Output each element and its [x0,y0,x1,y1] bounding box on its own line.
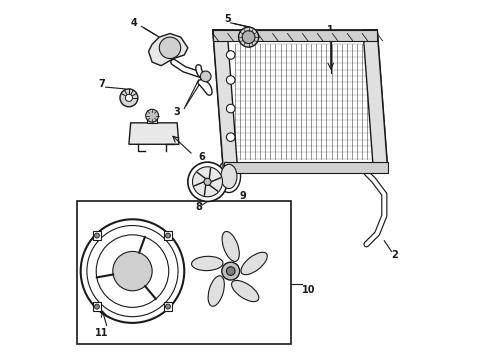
Text: 1: 1 [327,25,334,35]
Circle shape [146,109,159,122]
Text: 11: 11 [96,328,109,338]
Circle shape [193,167,222,197]
Circle shape [226,76,235,84]
Circle shape [226,51,235,59]
Circle shape [226,133,235,141]
Ellipse shape [221,164,237,189]
Text: 10: 10 [302,285,316,295]
Text: 8: 8 [195,202,202,212]
Circle shape [222,262,240,280]
Polygon shape [148,33,188,66]
Circle shape [242,31,255,44]
Circle shape [188,162,227,202]
Text: 4: 4 [131,18,138,28]
Ellipse shape [208,276,224,306]
Circle shape [113,251,152,291]
Circle shape [226,104,235,113]
Bar [147,116,157,123]
Text: 7: 7 [99,78,105,89]
Ellipse shape [241,252,268,275]
Circle shape [200,71,211,82]
Ellipse shape [222,231,239,261]
Text: 3: 3 [174,107,180,117]
Polygon shape [129,123,179,144]
Ellipse shape [192,256,223,271]
Ellipse shape [159,37,181,59]
Bar [77,202,292,344]
Polygon shape [213,30,238,173]
Circle shape [125,94,132,102]
Circle shape [166,233,171,238]
Polygon shape [213,30,377,41]
Polygon shape [363,30,388,173]
Circle shape [96,235,169,307]
Text: 9: 9 [240,191,246,201]
Bar [93,231,101,240]
Circle shape [120,89,138,107]
Text: 6: 6 [198,152,205,162]
Circle shape [239,27,259,47]
Ellipse shape [218,160,241,193]
Bar [164,302,172,311]
Circle shape [226,267,235,275]
Circle shape [81,219,184,323]
Polygon shape [213,30,388,173]
Ellipse shape [232,280,259,302]
Bar [164,231,172,240]
Text: 5: 5 [224,14,230,24]
Circle shape [95,304,99,309]
Text: 2: 2 [392,250,398,260]
Circle shape [95,233,99,238]
Circle shape [87,225,178,317]
Circle shape [204,178,211,185]
Circle shape [166,304,171,309]
Bar [93,302,101,311]
Polygon shape [223,162,388,173]
